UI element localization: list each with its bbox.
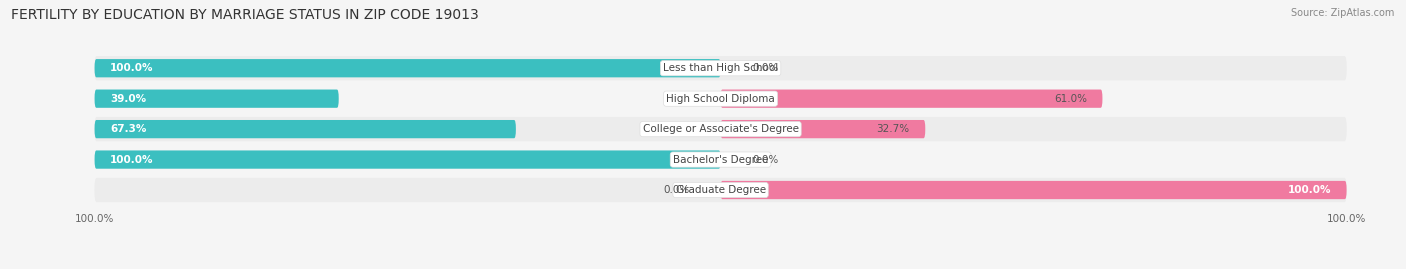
FancyBboxPatch shape — [94, 56, 1347, 80]
Text: 100.0%: 100.0% — [110, 155, 153, 165]
FancyBboxPatch shape — [720, 90, 1102, 108]
Text: Graduate Degree: Graduate Degree — [675, 185, 766, 195]
FancyBboxPatch shape — [720, 120, 925, 138]
Text: 61.0%: 61.0% — [1053, 94, 1087, 104]
Text: 0.0%: 0.0% — [752, 155, 778, 165]
FancyBboxPatch shape — [94, 87, 1347, 111]
Text: 32.7%: 32.7% — [876, 124, 910, 134]
FancyBboxPatch shape — [94, 150, 720, 169]
FancyBboxPatch shape — [94, 178, 1347, 202]
Text: 0.0%: 0.0% — [664, 185, 689, 195]
Legend: Married, Unmarried: Married, Unmarried — [631, 264, 810, 269]
Text: Less than High School: Less than High School — [664, 63, 778, 73]
FancyBboxPatch shape — [720, 181, 1347, 199]
FancyBboxPatch shape — [94, 147, 1347, 172]
Text: 100.0%: 100.0% — [110, 63, 153, 73]
FancyBboxPatch shape — [94, 120, 516, 138]
Text: 100.0%: 100.0% — [1288, 185, 1331, 195]
FancyBboxPatch shape — [94, 117, 1347, 141]
Text: 0.0%: 0.0% — [752, 63, 778, 73]
Text: 39.0%: 39.0% — [110, 94, 146, 104]
FancyBboxPatch shape — [94, 59, 720, 77]
Text: College or Associate's Degree: College or Associate's Degree — [643, 124, 799, 134]
Text: FERTILITY BY EDUCATION BY MARRIAGE STATUS IN ZIP CODE 19013: FERTILITY BY EDUCATION BY MARRIAGE STATU… — [11, 8, 479, 22]
FancyBboxPatch shape — [94, 90, 339, 108]
Text: 67.3%: 67.3% — [110, 124, 146, 134]
Text: High School Diploma: High School Diploma — [666, 94, 775, 104]
Text: Source: ZipAtlas.com: Source: ZipAtlas.com — [1291, 8, 1395, 18]
Text: Bachelor's Degree: Bachelor's Degree — [673, 155, 768, 165]
